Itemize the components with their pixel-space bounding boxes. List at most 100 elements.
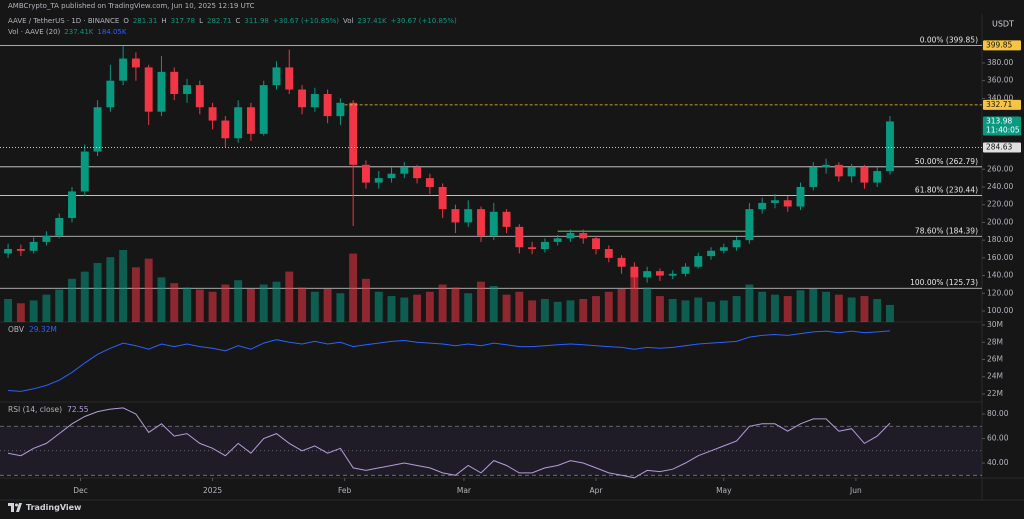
candle-body: [208, 107, 217, 121]
volume-bar: [221, 284, 230, 322]
candle-body: [400, 167, 409, 174]
currency: USDT: [992, 20, 1014, 29]
volume-bar: [630, 275, 639, 322]
credit: AMBCrypto_TA published on TradingView.co…: [8, 2, 255, 10]
candle-body: [464, 209, 473, 223]
candle-body: [809, 167, 818, 187]
volume-bar: [80, 271, 89, 322]
volume-bar: [873, 298, 882, 322]
y-tick-label: 160.00: [987, 253, 1013, 262]
candle-body: [822, 164, 831, 168]
candle-body: [694, 256, 703, 267]
y-tick-label: 340.00: [987, 93, 1013, 102]
volume-bar: [745, 284, 754, 322]
volume-bar: [310, 291, 319, 322]
vol-change: +30.67 (+10.85%): [390, 17, 457, 25]
volume-bar: [361, 278, 370, 322]
candle-body: [310, 93, 319, 108]
candle-body: [234, 107, 243, 139]
candle-body: [157, 71, 166, 112]
symbol: AAVE / TetherUS · 1D · BINANCE: [8, 17, 120, 25]
volume-bar: [259, 284, 268, 322]
fib-label: 100.00% (125.73): [910, 278, 978, 287]
candle-body: [745, 209, 754, 241]
volume-bar: [272, 281, 281, 322]
fib-label: 78.60% (184.39): [915, 226, 978, 235]
pane-value: 72.55: [67, 405, 89, 414]
volume-bar: [131, 267, 140, 322]
y-tick-label: 26M: [987, 355, 1003, 364]
y-tick-label: 100.00: [987, 306, 1013, 315]
price-tag: [983, 142, 1021, 153]
volume-bar: [796, 290, 805, 322]
candle-body: [630, 266, 639, 278]
volume-bar: [400, 297, 409, 322]
volume-bar: [55, 289, 64, 322]
price-tag: [983, 99, 1021, 110]
candle-body: [847, 167, 856, 177]
x-tick-label: Jun: [849, 486, 862, 495]
candle-body: [387, 173, 396, 179]
ohlc-key: H: [161, 17, 167, 25]
y-tick-label: 360.00: [987, 76, 1013, 85]
x-tick-label: Feb: [338, 486, 352, 495]
candle-body: [477, 209, 485, 236]
candle-body: [592, 238, 600, 250]
volume-bar: [16, 303, 25, 322]
candle-body: [438, 186, 447, 210]
volume-bar: [655, 296, 664, 322]
volume-bar: [349, 253, 358, 322]
candle-body: [55, 217, 64, 236]
credit-line: AMBCrypto_TA published on TradingView.co…: [8, 2, 254, 10]
volume-bar: [719, 300, 728, 322]
vol-study-line: Vol · AAVE (20) 237.41K 184.05K: [8, 28, 126, 36]
volume-bar: [707, 301, 716, 322]
fib-label: 0.00% (399.85): [920, 35, 978, 44]
y-tick-label: 240.00: [987, 182, 1013, 191]
volume-bar: [502, 294, 511, 322]
volume-bar: [298, 287, 307, 322]
candle-body: [834, 164, 843, 177]
candle-body: [4, 249, 13, 254]
candle-body: [106, 80, 115, 108]
fib-label: 50.00% (262.79): [915, 157, 978, 166]
y-tick-label: 30M: [987, 320, 1003, 329]
ohlc-value: 317.78: [170, 17, 196, 25]
volume-bar: [886, 304, 894, 322]
candle-body: [361, 164, 370, 183]
pane-title: OBV: [8, 325, 25, 334]
candle-body: [643, 271, 652, 278]
rsi-band: [0, 426, 982, 476]
candle-body: [758, 202, 767, 210]
price-tag: [983, 116, 1021, 136]
candle-body: [528, 247, 537, 250]
vol-study-value: 184.05K: [97, 28, 127, 36]
candle-body: [298, 89, 307, 108]
candle-body: [489, 211, 498, 236]
y-tick-label: 120.00: [987, 288, 1013, 297]
volume-bar: [489, 286, 498, 322]
candle-body: [29, 241, 38, 251]
volume-bar: [770, 294, 779, 322]
ohlc-key: L: [199, 17, 203, 25]
price-tag-label: 313.98: [986, 116, 1012, 125]
price-tag-label: 284.63: [986, 142, 1012, 151]
candle-body: [579, 233, 588, 239]
fib-label: 61.80% (230.44): [915, 185, 978, 194]
volume-bar: [604, 291, 613, 322]
candle-body: [42, 235, 51, 242]
candle-body: [336, 102, 345, 117]
y-tick-label: 40.00: [987, 458, 1009, 467]
volume-bar: [783, 296, 792, 322]
y-tick-label: 22M: [987, 389, 1003, 398]
volume-bar: [336, 293, 345, 322]
volume-bar: [195, 289, 204, 322]
candle-body: [131, 58, 140, 68]
x-tick-label: Apr: [590, 486, 604, 495]
pane-title: RSI (14, close): [8, 405, 62, 414]
change: +30.67 (+10.85%): [272, 17, 340, 25]
brand: TradingView: [26, 503, 82, 512]
volume-bar: [464, 293, 473, 322]
ohlc-key: C: [235, 17, 241, 25]
